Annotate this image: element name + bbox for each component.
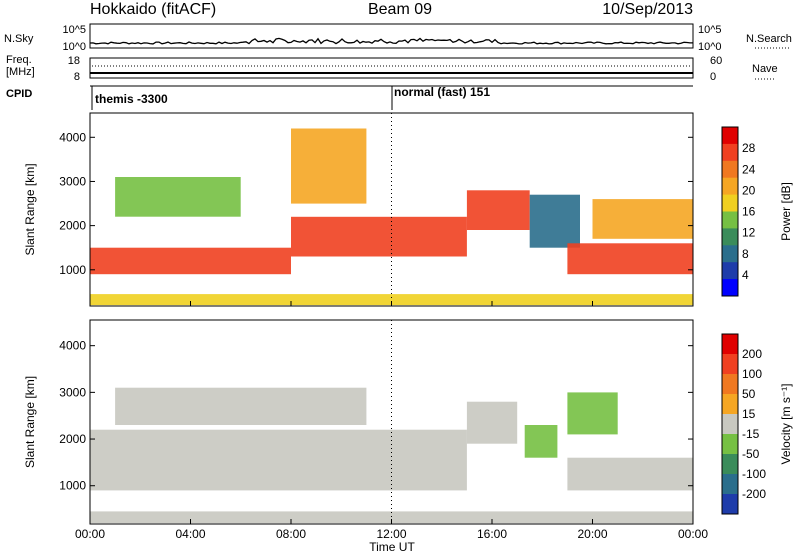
power-colorbar-segment-3 [722,177,738,196]
velocity-colorbar-tick-7: -200 [742,487,766,501]
power-region-2 [115,177,241,217]
nsearch-tick-bottom: 10^0 [698,41,722,53]
power-heatmap-panel: 1000 2000 3000 4000 Slant Range [km] 4 8 12 16 20… [23,112,793,307]
power-colorbar-segment-9 [722,279,738,297]
power-ytick-label-4000: 4000 [59,130,86,144]
x-tick-label-2: 08:00 [276,527,306,541]
power-colorbar-segment-7 [722,245,738,263]
x-tick-label-0: 00:00 [75,527,105,541]
velocity-colorbar-tick-6: -100 [742,467,766,481]
velocity-colorbar-tick-3: 15 [742,407,756,421]
nave-tick-bottom: 0 [710,71,716,83]
power-colorbar-tick-6: 28 [742,141,756,155]
velocity-colorbar-segment-0 [722,334,738,355]
nsky-trace [89,37,693,45]
velocity-colorbar-tick-4: -15 [742,427,760,441]
x-tick-label-5: 20:00 [577,527,607,541]
velocity-colorbar-tick-0: 200 [742,347,762,361]
x-tick-label-1: 04:00 [175,527,205,541]
velocity-colorbar-tick-1: 100 [742,367,762,381]
velocity-colorbar-tick-5: -50 [742,447,760,461]
power-region-1 [291,216,467,257]
power-region-0 [90,247,291,275]
power-colorbar-tick-1: 8 [742,247,749,261]
power-colorbar-segment-2 [722,160,738,179]
power-colorbar-segment-5 [722,211,738,229]
power-colorbar-tick-0: 4 [742,268,749,282]
velocity-ytick-label-4000: 4000 [59,339,86,353]
velocity-colorbar-frame [721,333,739,515]
power-colorbar-tick-2: 12 [742,226,756,240]
velocity-region-5 [567,457,693,491]
velocity-colorbar-segment-1 [722,354,738,375]
power-colorbar-frame [721,126,739,297]
velocity-colorbar-segment-7 [722,474,738,495]
nsky-tick-bottom: 10^0 [62,41,86,53]
station-title: Hokkaido (fitACF) [90,1,216,18]
power-colorbar-tick-3: 16 [742,205,756,219]
velocity-colorbar-segment-2 [722,374,738,395]
power-region-7 [592,199,693,239]
x-tick-label-6: 00:00 [678,527,708,541]
velocity-colorbar-label: Velocity [m s⁻¹] [779,383,793,464]
nave-tick-top: 60 [710,55,722,67]
nsearch-tick-top: 10^5 [698,24,722,36]
nave-label: Nave [752,63,778,75]
velocity-colorbar-tick-2: 50 [742,387,756,401]
nsky-tick-top: 10^5 [62,24,86,36]
power-colorbar-segment-0 [722,127,738,145]
velocity-colorbar-segment-6 [722,454,738,475]
power-region-8 [90,294,693,306]
velocity-region-6 [90,511,693,524]
power-colorbar-segment-4 [722,194,738,212]
velocity-region-1 [115,387,367,425]
power-colorbar-segment-1 [722,143,738,162]
power-ytick-label-1000: 1000 [59,263,86,277]
velocity-y-axis-title: Slant Range [km] [23,376,37,468]
power-region-4 [466,190,530,230]
x-axis-title: Time UT [369,540,415,554]
power-colorbar-label: Power [dB] [779,182,793,241]
power-region-5 [529,194,580,248]
velocity-colorbar-segment-5 [722,434,738,455]
velocity-region-4 [567,392,618,435]
velocity-colorbar-segment-8 [722,494,738,515]
cpid-label: CPID [6,88,32,100]
velocity-colorbar-segment-3 [722,394,738,415]
x-tick-label-3: 12:00 [376,527,406,541]
power-region-3 [291,128,367,204]
beam-title: Beam 09 [368,1,432,18]
velocity-ytick-label-3000: 3000 [59,385,86,399]
x-tick-label-4: 16:00 [477,527,507,541]
power-colorbar-segment-6 [722,228,738,246]
power-region-6 [567,243,693,275]
freq-label-line2: [MHz] [6,66,35,78]
power-colorbar-tick-4: 20 [742,183,756,197]
velocity-colorbar-segment-4 [722,414,738,435]
power-colorbar-tick-5: 24 [742,162,756,176]
velocity-heatmap-panel: 1000 2000 3000 4000 00:00 04:00 08:00 12:00 16:0… [23,319,793,541]
cpid-left-text: themis -3300 [95,92,168,106]
power-y-axis-title: Slant Range [km] [23,163,37,255]
date-title: 10/Sep/2013 [602,1,693,18]
freq-panel-frame [89,57,694,79]
velocity-region-3 [524,425,558,458]
velocity-ytick-label-2000: 2000 [59,432,86,446]
nsky-panel-frame [89,23,694,49]
cpid-right-text: normal (fast) 151 [394,85,490,99]
freq-label-line1: Freq. [6,54,32,66]
nsearch-label: N.Search [746,33,792,45]
freq-tick-top: 18 [68,55,80,67]
nsky-label: N.Sky [4,33,34,45]
power-ytick-label-3000: 3000 [59,174,86,188]
velocity-region-0 [90,429,467,491]
power-colorbar-segment-8 [722,262,738,280]
freq-tick-bottom: 8 [74,71,80,83]
power-ytick-label-2000: 2000 [59,219,86,233]
velocity-ytick-label-1000: 1000 [59,479,86,493]
velocity-region-2 [466,401,518,444]
